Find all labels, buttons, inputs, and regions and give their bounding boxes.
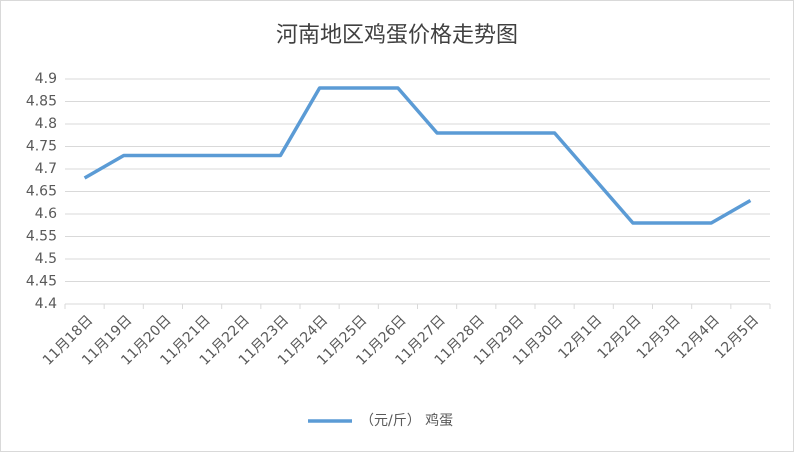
- y-tick-label: 4.75: [26, 139, 57, 155]
- y-tick-label: 4.9: [35, 71, 57, 87]
- y-tick-label: 4.4: [35, 296, 57, 312]
- chart-title: 河南地区鸡蛋价格走势图: [276, 23, 518, 48]
- y-tick-label: 4.6: [35, 206, 57, 222]
- y-tick-label: 4.5: [35, 251, 57, 267]
- y-tick-label: 4.65: [26, 184, 57, 200]
- legend-label: （元/斤） 鸡蛋: [360, 412, 453, 429]
- y-tick-label: 4.7: [35, 161, 57, 177]
- y-tick-label: 4.8: [35, 116, 57, 132]
- y-tick-label: 4.85: [26, 94, 57, 110]
- y-tick-label: 4.55: [26, 229, 57, 245]
- y-tick-label: 4.45: [26, 274, 57, 290]
- series-line: [83, 86, 752, 225]
